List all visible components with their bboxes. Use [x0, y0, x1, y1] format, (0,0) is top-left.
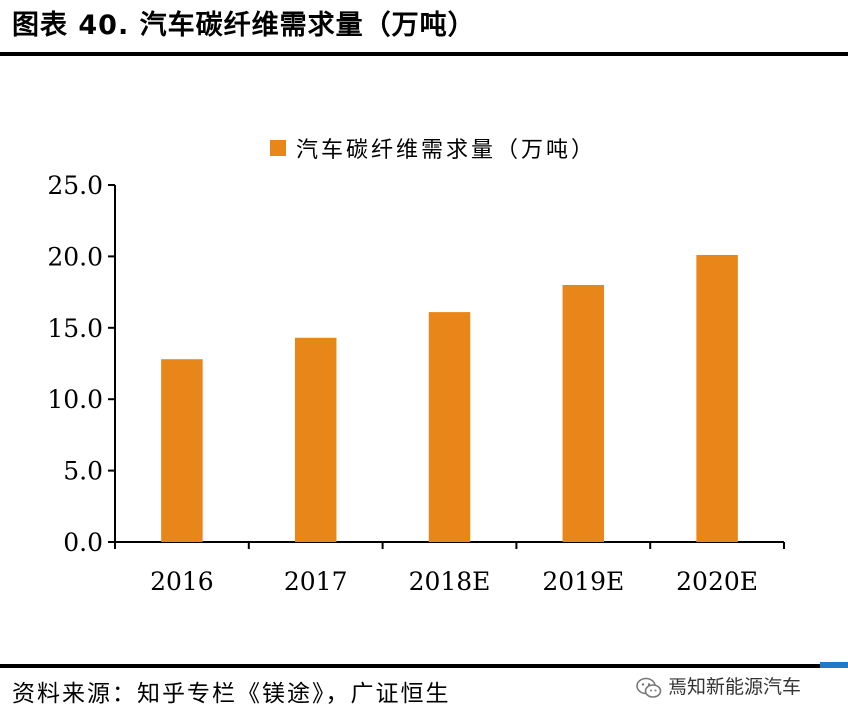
bottom-rule: [0, 664, 848, 668]
bar-series: [161, 254, 738, 543]
figure-title: 图表 40. 汽车碳纤维需求量（万吨）: [12, 10, 476, 41]
top-rule: [0, 52, 848, 56]
bar-2017: [294, 337, 337, 542]
accent-rule: [820, 662, 848, 668]
bar-2019E: [562, 284, 605, 542]
x-tick-label: 2019E: [542, 567, 624, 596]
bar-2020E: [696, 254, 738, 543]
y-tick-label: 10.0: [47, 385, 103, 414]
x-axis: 2016 2017 2018E 2019E 2020E: [114, 541, 785, 596]
chart-legend: 汽车碳纤维需求量（万吨）: [270, 138, 596, 163]
legend-swatch: [270, 140, 286, 156]
y-tick-label: 15.0: [47, 314, 103, 343]
y-tick-label: 5.0: [63, 457, 103, 486]
source-note: 资料来源：知乎专栏《镁途》，广证恒生: [12, 681, 451, 707]
y-tick-label: 25.0: [47, 171, 103, 200]
wechat-icon: [636, 677, 662, 698]
bar-2016: [161, 359, 203, 542]
y-tick-label: 20.0: [47, 242, 103, 271]
y-axis: 0.0 5.0 10.0 15.0 20.0 25.0: [47, 171, 116, 557]
bar-2018E: [428, 312, 471, 542]
x-tick-label: 2017: [284, 567, 348, 596]
x-tick-label: 2016: [150, 567, 214, 596]
bar-chart: 汽车碳纤维需求量（万吨） 0.0 5.0 10.0 15.0 20.0 25.0 2016…: [47, 138, 785, 596]
legend-label: 汽车碳纤维需求量（万吨）: [296, 138, 596, 163]
watermark: 焉知新能源汽车: [636, 674, 801, 700]
x-tick-label: 2018E: [409, 567, 491, 596]
x-tick-label: 2020E: [676, 567, 758, 596]
watermark-text: 焉知新能源汽车: [668, 676, 802, 698]
y-tick-label: 0.0: [63, 528, 103, 557]
